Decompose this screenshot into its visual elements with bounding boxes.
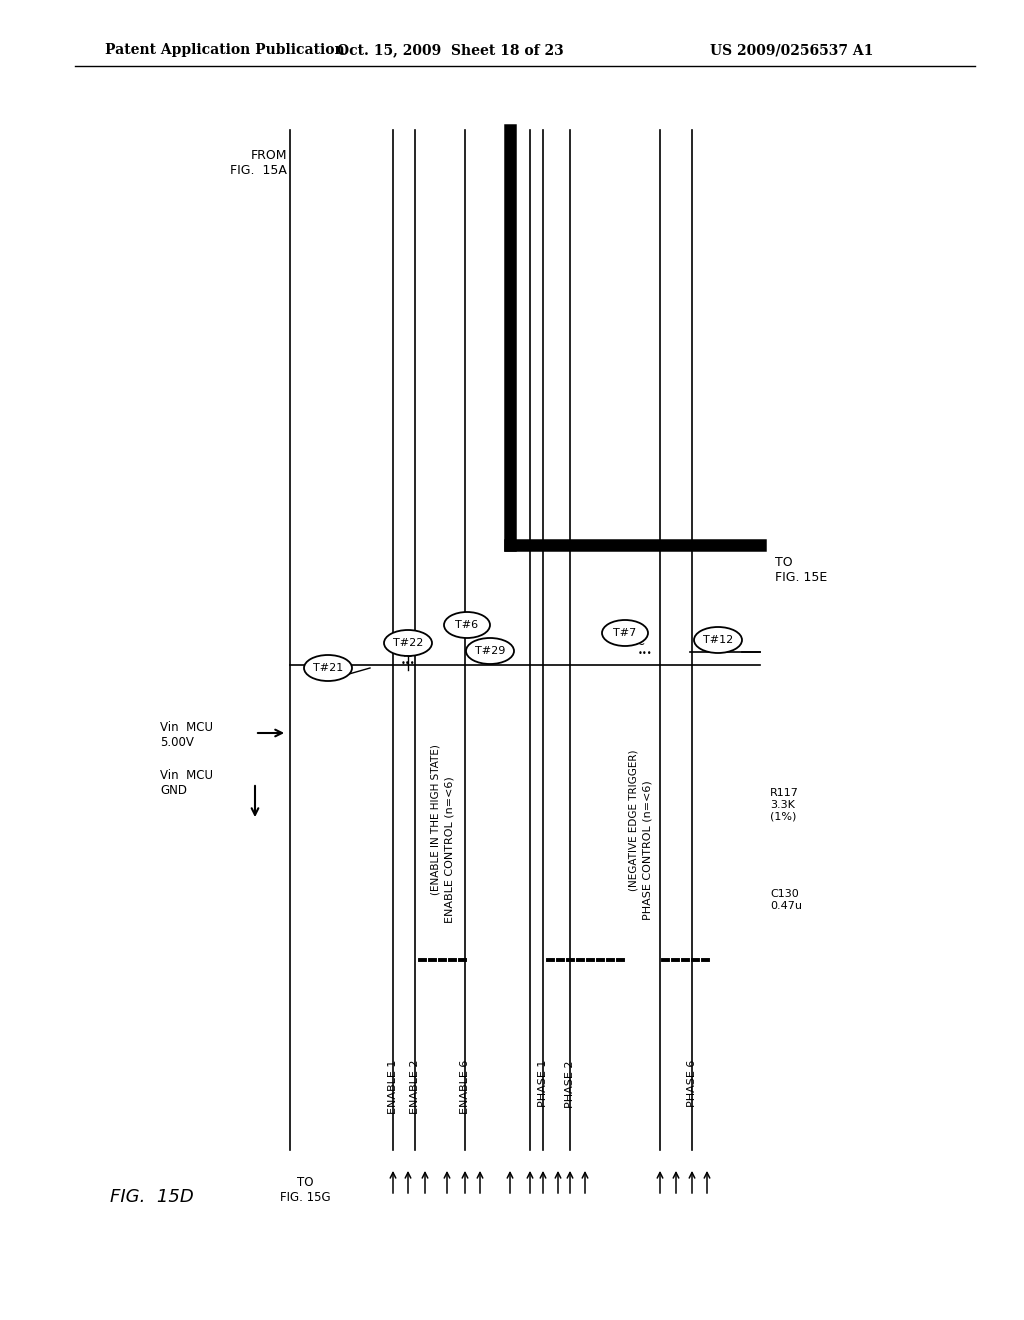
Ellipse shape [602,620,648,645]
Text: •••: ••• [638,648,652,657]
Ellipse shape [304,655,352,681]
Text: PHASE 6: PHASE 6 [687,1060,697,1107]
Text: ~: ~ [635,638,645,651]
Text: ENABLE CONTROL (n=<6): ENABLE CONTROL (n=<6) [445,776,455,924]
Ellipse shape [444,612,490,638]
Text: T#12: T#12 [702,635,733,645]
Text: Patent Application Publication: Patent Application Publication [105,44,345,57]
Ellipse shape [384,630,432,656]
Text: FIG.  15D: FIG. 15D [110,1188,194,1206]
Text: Oct. 15, 2009  Sheet 18 of 23: Oct. 15, 2009 Sheet 18 of 23 [337,44,563,57]
Text: T#7: T#7 [613,628,637,638]
Text: ENABLE 2: ENABLE 2 [410,1060,420,1114]
Ellipse shape [694,627,742,653]
Text: C130
0.47u: C130 0.47u [770,890,802,911]
Text: •••: ••• [400,660,416,668]
Text: ENABLE 1: ENABLE 1 [388,1060,398,1114]
Text: FROM
FIG.  15A: FROM FIG. 15A [230,149,287,177]
Text: PHASE 2: PHASE 2 [565,1060,575,1107]
Text: T#6: T#6 [456,620,478,630]
Text: T#21: T#21 [313,663,343,673]
Text: ENABLE 6: ENABLE 6 [460,1060,470,1114]
Text: (ENABLE IN THE HIGH STATE): (ENABLE IN THE HIGH STATE) [431,744,441,895]
Text: PHASE 1: PHASE 1 [538,1060,548,1107]
Text: US 2009/0256537 A1: US 2009/0256537 A1 [710,44,873,57]
Text: T#29: T#29 [475,645,505,656]
Text: Vin  MCU
GND: Vin MCU GND [160,770,213,797]
Text: PHASE CONTROL (n=<6): PHASE CONTROL (n=<6) [643,780,653,920]
Text: T#22: T#22 [393,638,423,648]
Text: ~: ~ [402,649,414,663]
Text: TO
FIG. 15E: TO FIG. 15E [775,556,827,583]
Text: R117
3.3K
(1%): R117 3.3K (1%) [770,788,799,821]
Text: Vin  MCU
5.00V: Vin MCU 5.00V [160,721,213,748]
Text: TO
FIG. 15G: TO FIG. 15G [280,1176,331,1204]
Text: (NEGATIVE EDGE TRIGGER): (NEGATIVE EDGE TRIGGER) [629,750,639,891]
Ellipse shape [466,638,514,664]
